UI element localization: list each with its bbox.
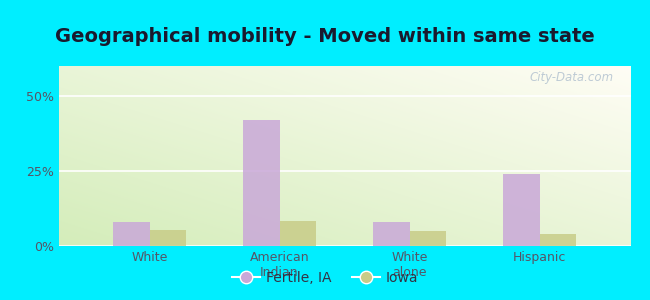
Bar bbox=[280, 220, 316, 246]
Bar bbox=[243, 120, 280, 246]
Bar bbox=[410, 231, 446, 246]
Bar bbox=[373, 222, 410, 246]
Text: Geographical mobility - Moved within same state: Geographical mobility - Moved within sam… bbox=[55, 27, 595, 46]
Bar bbox=[113, 222, 150, 246]
Legend: Fertile, IA, Iowa: Fertile, IA, Iowa bbox=[227, 265, 423, 290]
Bar bbox=[503, 174, 540, 246]
Bar bbox=[150, 230, 186, 246]
Bar bbox=[540, 234, 576, 246]
Text: City-Data.com: City-Data.com bbox=[529, 71, 614, 84]
